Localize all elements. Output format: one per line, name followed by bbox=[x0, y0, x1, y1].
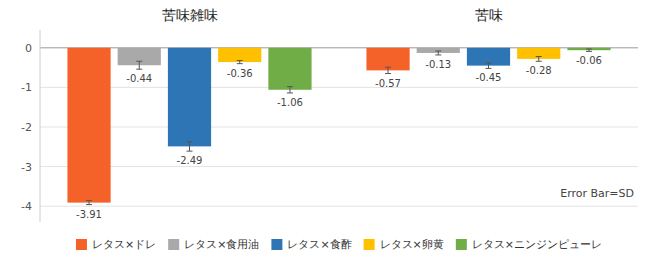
legend-swatch bbox=[271, 239, 282, 250]
value-label: -0.45 bbox=[476, 72, 502, 83]
value-label: -0.57 bbox=[375, 78, 401, 89]
error-cap bbox=[287, 92, 293, 93]
chart: 0-1-2-3-4苦味雑味-3.91-0.44-2.49-0.36-1.06苦味… bbox=[0, 0, 650, 278]
legend-label: レタス×食用油 bbox=[184, 238, 259, 251]
value-label: -2.49 bbox=[177, 155, 203, 166]
error-bar bbox=[136, 61, 142, 69]
value-label: -0.28 bbox=[526, 65, 552, 76]
error-bar bbox=[385, 67, 391, 73]
error-cap bbox=[287, 86, 293, 87]
error-stem bbox=[89, 201, 90, 205]
value-label: -1.06 bbox=[277, 97, 303, 108]
error-cap bbox=[435, 50, 441, 51]
grid-line bbox=[40, 166, 638, 167]
error-cap bbox=[586, 49, 592, 50]
error-cap bbox=[86, 200, 92, 201]
legend-item: レタス×卵黄 bbox=[364, 238, 444, 251]
error-stem bbox=[189, 142, 190, 152]
bar bbox=[268, 48, 311, 90]
error-bar bbox=[187, 142, 193, 152]
error-cap bbox=[86, 204, 92, 205]
annotation: Error Bar=SD bbox=[560, 187, 634, 200]
error-stem bbox=[388, 67, 389, 73]
error-bar bbox=[435, 51, 441, 55]
grid-line bbox=[40, 126, 638, 127]
labels: 苦味雑味 -3.91 -0.44 -2.49 -0.36 -1.06 苦味 -0.57 -0.1… bbox=[76, 7, 634, 220]
group-title: 苦味雑味 bbox=[162, 7, 218, 23]
value-label: -0.06 bbox=[576, 55, 602, 66]
error-cap bbox=[486, 62, 492, 63]
error-cap bbox=[586, 51, 592, 52]
legend-label: レタス×卵黄 bbox=[380, 238, 444, 251]
error-cap bbox=[237, 63, 243, 64]
error-cap bbox=[237, 60, 243, 61]
error-cap bbox=[187, 151, 193, 152]
error-cap bbox=[187, 141, 193, 142]
legend: レタス×ドレ レタス×食用油 レタス×食酢 レタス×卵黄 レタス×ニンジンピューレ bbox=[76, 238, 602, 251]
legend-label: レタス×食酢 bbox=[287, 238, 351, 251]
y-tick-label: -3 bbox=[21, 161, 32, 174]
legend-swatch bbox=[364, 239, 375, 250]
value-label: -3.91 bbox=[76, 209, 102, 220]
y-tick-label: 0 bbox=[25, 42, 32, 55]
value-label: -0.13 bbox=[425, 59, 451, 70]
error-cap bbox=[136, 61, 142, 62]
legend-item: レタス×ニンジンピューレ bbox=[456, 238, 602, 251]
grid-line bbox=[40, 206, 638, 207]
value-label: -0.36 bbox=[227, 68, 253, 79]
group-title: 苦味 bbox=[475, 7, 503, 23]
legend-item: レタス×食酢 bbox=[271, 238, 351, 251]
error-stem bbox=[538, 57, 539, 62]
error-bar bbox=[486, 63, 492, 69]
bar bbox=[218, 48, 261, 62]
marks bbox=[67, 48, 610, 205]
error-stem bbox=[289, 87, 290, 93]
value-label: -0.44 bbox=[126, 73, 152, 84]
y-axis-line bbox=[40, 30, 41, 222]
bar bbox=[467, 48, 510, 66]
error-cap bbox=[536, 61, 542, 62]
legend-swatch bbox=[168, 239, 179, 250]
axes: 0 -1 -2 -3 -4 bbox=[21, 30, 638, 222]
error-stem bbox=[438, 51, 439, 55]
bar bbox=[67, 48, 110, 203]
legend-label: レタス×ニンジンピューレ bbox=[472, 238, 602, 251]
error-cap bbox=[385, 67, 391, 68]
legend-label: レタス×ドレ bbox=[92, 238, 156, 251]
error-stem bbox=[139, 61, 140, 69]
grid-line bbox=[40, 87, 638, 88]
legend-swatch bbox=[76, 239, 87, 250]
error-cap bbox=[385, 73, 391, 74]
legend-item: レタス×食用油 bbox=[168, 238, 259, 251]
y-tick-label: -1 bbox=[21, 81, 32, 94]
error-bar bbox=[586, 49, 592, 51]
legend-item: レタス×ドレ bbox=[76, 238, 156, 251]
error-cap bbox=[136, 69, 142, 70]
error-cap bbox=[435, 54, 441, 55]
error-bar bbox=[536, 57, 542, 62]
y-tick-label: -4 bbox=[21, 200, 32, 213]
error-cap bbox=[536, 56, 542, 57]
error-bar bbox=[287, 87, 293, 93]
bar bbox=[366, 48, 409, 71]
y-tick-label: -2 bbox=[21, 121, 32, 134]
error-bar bbox=[86, 201, 92, 205]
bar bbox=[168, 48, 211, 147]
error-stem bbox=[488, 63, 489, 69]
legend-swatch bbox=[456, 239, 467, 250]
error-bar bbox=[237, 60, 243, 63]
error-cap bbox=[486, 68, 492, 69]
